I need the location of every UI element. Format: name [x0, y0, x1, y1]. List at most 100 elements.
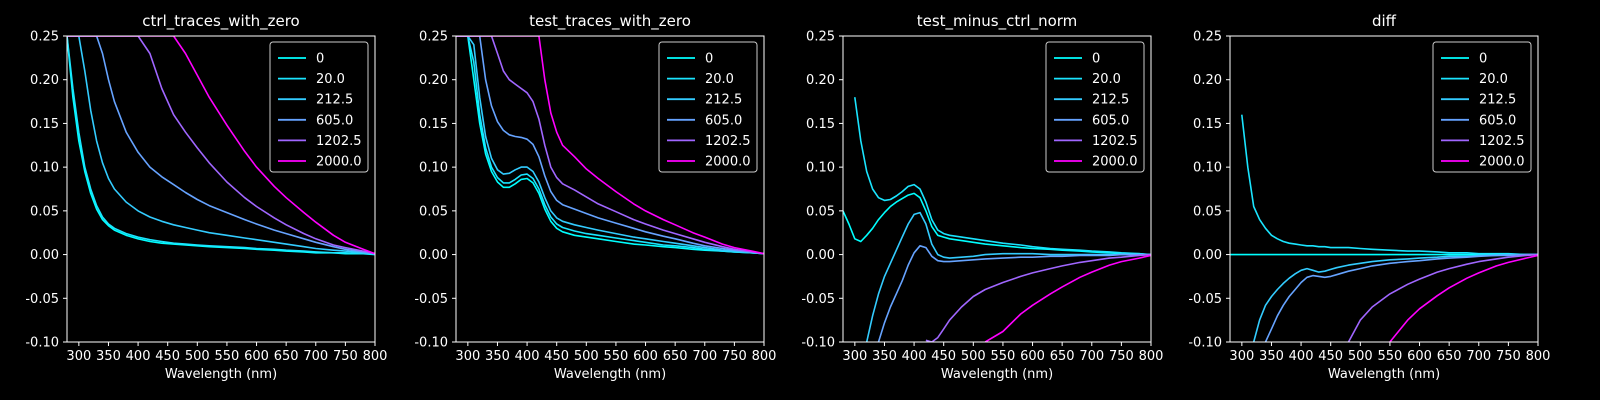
series-line-1	[456, 36, 764, 255]
y-tick-label: -0.05	[25, 292, 59, 307]
series-line-2	[1252, 253, 1538, 342]
x-tick-label: 400	[126, 349, 151, 364]
legend-label: 212.5	[1092, 93, 1129, 108]
legend-label: 1202.5	[1092, 134, 1138, 149]
x-tick-label: 700	[692, 349, 717, 364]
y-tick-label: -0.10	[801, 336, 835, 351]
y-tick-label: 0.25	[1193, 30, 1222, 45]
axes-frame	[1229, 35, 1539, 343]
legend-label: 2000.0	[316, 155, 362, 170]
y-tick-label: 0.25	[419, 30, 448, 45]
y-tick-label: 0.05	[1193, 204, 1222, 219]
x-tick-label: 300	[842, 349, 867, 364]
y-tick-label: 0.15	[1193, 117, 1222, 132]
x-tick-label: 450	[1318, 349, 1343, 364]
y-tick-label: -0.05	[414, 292, 448, 307]
x-axis-title: Wavelength (nm)	[165, 367, 277, 382]
series-line-5	[984, 254, 1151, 342]
legend-label: 212.5	[316, 93, 353, 108]
y-tick-label: 0.15	[30, 117, 59, 132]
x-tick-label: 450	[155, 349, 180, 364]
legend-label: 1202.5	[316, 134, 362, 149]
legend-label: 605.0	[316, 113, 353, 128]
axes-frame	[66, 35, 376, 343]
y-tick-label: 0.05	[419, 204, 448, 219]
x-tick-label: 550	[604, 349, 629, 364]
x-tick-label: 550	[991, 349, 1016, 364]
y-tick-label: 0.05	[30, 204, 59, 219]
x-tick-label: 650	[1050, 349, 1075, 364]
x-tick-label: 750	[333, 349, 358, 364]
y-tick-label: 0.10	[419, 161, 448, 176]
chart-title: test_minus_ctrl_norm	[917, 12, 1078, 31]
series-line-4	[1347, 253, 1538, 342]
y-tick-label: -0.05	[1188, 292, 1222, 307]
series-line-5	[1389, 254, 1538, 342]
series-line-1	[1241, 114, 1538, 256]
x-tick-label: 800	[363, 349, 388, 364]
x-tick-label: 600	[244, 349, 269, 364]
y-tick-label: 0.25	[806, 30, 835, 45]
x-tick-label: 600	[633, 349, 658, 364]
legend-label: 2000.0	[705, 155, 751, 170]
series-line-5	[67, 36, 375, 255]
legend-label: 20.0	[1479, 72, 1508, 87]
legend: 0 20.0 212.5 605.0 1202.5 2000.0	[1045, 41, 1145, 173]
y-tick-label: 0.00	[1193, 248, 1222, 263]
y-tick-label: 0.15	[806, 117, 835, 132]
legend-label: 20.0	[316, 72, 345, 87]
y-tick-label: -0.05	[801, 292, 835, 307]
y-tick-label: 0.15	[419, 117, 448, 132]
y-tick-label: 0.20	[30, 73, 59, 88]
x-tick-label: 350	[485, 349, 510, 364]
x-tick-label: 700	[1466, 349, 1491, 364]
y-tick-label: 0.20	[1193, 73, 1222, 88]
legend-label: 20.0	[705, 72, 734, 87]
legend-label: 2000.0	[1479, 155, 1525, 170]
series-line-1	[67, 36, 375, 255]
legend-label: 0	[705, 52, 713, 67]
x-tick-label: 400	[902, 349, 927, 364]
x-tick-label: 500	[1348, 349, 1373, 364]
legend: 0 20.0 212.5 605.0 1202.5 2000.0	[269, 41, 369, 173]
legend-label: 0	[1479, 52, 1487, 67]
legend-label: 2000.0	[1092, 155, 1138, 170]
legend: 0 20.0 212.5 605.0 1202.5 2000.0	[1432, 41, 1532, 173]
x-tick-label: 750	[722, 349, 747, 364]
series-line-2	[67, 36, 375, 255]
y-tick-label: 0.00	[806, 248, 835, 263]
x-tick-label: 600	[1407, 349, 1432, 364]
x-tick-label: 750	[1496, 349, 1521, 364]
legend-label: 1202.5	[705, 134, 751, 149]
legend-label: 212.5	[705, 93, 742, 108]
legend: 0 20.0 212.5 605.0 1202.5 2000.0	[658, 41, 758, 173]
series-line-4	[67, 36, 375, 255]
x-tick-label: 650	[274, 349, 299, 364]
x-axis-title: Wavelength (nm)	[941, 367, 1053, 382]
legend-label: 605.0	[705, 113, 742, 128]
chart-panel: 300 350 400 450 500 550 600 650 700 750 800 -0.10 -0…	[25, 12, 387, 382]
chart-panel: 300 350 400 450 500 550 600 650 700 750 800 -0.10 -0…	[1188, 12, 1550, 382]
y-tick-label: 0.10	[30, 161, 59, 176]
y-tick-label: 0.10	[806, 161, 835, 176]
y-tick-label: 0.10	[1193, 161, 1222, 176]
y-tick-label: 0.20	[806, 73, 835, 88]
x-tick-label: 350	[1259, 349, 1284, 364]
legend-label: 1202.5	[1479, 134, 1525, 149]
legend-label: 605.0	[1479, 113, 1516, 128]
legend-label: 605.0	[1092, 113, 1129, 128]
plot-area	[843, 97, 1151, 342]
plot-area	[67, 36, 375, 256]
x-tick-label: 700	[1079, 349, 1104, 364]
x-tick-label: 300	[66, 349, 91, 364]
y-tick-label: 0.20	[419, 73, 448, 88]
y-tick-label: -0.10	[1188, 336, 1222, 351]
legend-label: 0	[1092, 52, 1100, 67]
x-tick-label: 600	[1020, 349, 1045, 364]
legend-label: 20.0	[1092, 72, 1121, 87]
x-tick-label: 450	[931, 349, 956, 364]
x-tick-label: 800	[1139, 349, 1164, 364]
x-tick-label: 550	[1378, 349, 1403, 364]
